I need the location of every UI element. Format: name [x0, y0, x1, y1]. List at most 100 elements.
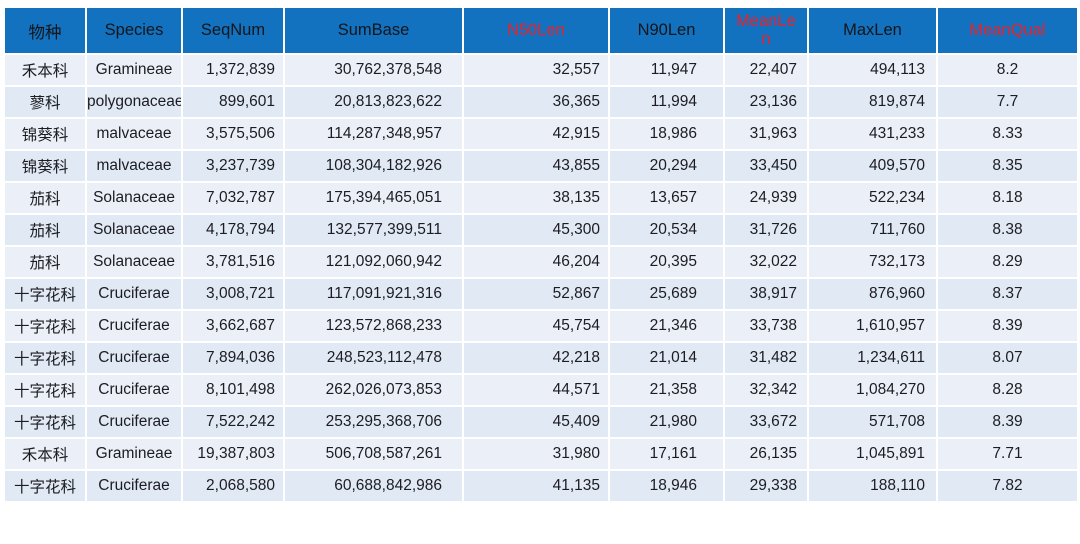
cell-maxlen: 732,173 [807, 245, 938, 279]
table-row: 十字花科 Cruciferae 7,894,036 248,523,112,478 42… [3, 341, 1079, 375]
cell-n90len: 18,946 [608, 469, 725, 503]
cell-seqnum: 4,178,794 [181, 213, 285, 247]
column-header-sumbase: SumBase [283, 6, 464, 55]
cell-seqnum: 1,372,839 [181, 53, 285, 87]
cell-meanqual: 8.39 [936, 405, 1079, 439]
cell-sumbase: 175,394,465,051 [283, 181, 464, 215]
cell-species: Cruciferae [85, 469, 183, 503]
cell-n90len: 21,358 [608, 373, 725, 407]
species-stats-table: 物种 Species SeqNum SumBase N50Len N90Len MeanLe… [3, 6, 1079, 503]
cell-seqnum: 3,575,506 [181, 117, 285, 151]
cell-n50len: 41,135 [462, 469, 610, 503]
table-row: 禾本科 Gramineae 1,372,839 30,762,378,548 32,55… [3, 53, 1079, 87]
cell-n50len: 42,915 [462, 117, 610, 151]
cell-meanqual: 7.82 [936, 469, 1079, 503]
cell-maxlen: 409,570 [807, 149, 938, 183]
cell-family_cn: 禾本科 [3, 53, 87, 87]
cell-meanlen: 24,939 [723, 181, 809, 215]
cell-n90len: 17,161 [608, 437, 725, 471]
cell-sumbase: 132,577,399,511 [283, 213, 464, 247]
cell-species: Cruciferae [85, 341, 183, 375]
table-header: 物种 Species SeqNum SumBase N50Len N90Len MeanLe… [3, 6, 1079, 55]
column-header-meanlen: MeanLen [723, 6, 809, 55]
cell-species: Solanaceae [85, 181, 183, 215]
cell-n90len: 20,294 [608, 149, 725, 183]
cell-species: malvaceae [85, 117, 183, 151]
cell-species: Cruciferae [85, 277, 183, 311]
cell-meanlen: 23,136 [723, 85, 809, 119]
table-row: 蓼科 polygonaceae 899,601 20,813,823,622 36,36… [3, 85, 1079, 119]
table-row: 锦葵科 malvaceae 3,237,739 108,304,182,926 43,8… [3, 149, 1079, 183]
cell-n50len: 46,204 [462, 245, 610, 279]
cell-sumbase: 108,304,182,926 [283, 149, 464, 183]
cell-n90len: 13,657 [608, 181, 725, 215]
cell-seqnum: 7,894,036 [181, 341, 285, 375]
cell-meanqual: 8.35 [936, 149, 1079, 183]
cell-seqnum: 8,101,498 [181, 373, 285, 407]
cell-species: Solanaceae [85, 245, 183, 279]
cell-species: Solanaceae [85, 213, 183, 247]
cell-maxlen: 876,960 [807, 277, 938, 311]
cell-meanlen: 33,738 [723, 309, 809, 343]
cell-maxlen: 1,084,270 [807, 373, 938, 407]
cell-species: Gramineae [85, 53, 183, 87]
table-row: 锦葵科 malvaceae 3,575,506 114,287,348,957 42,9… [3, 117, 1079, 151]
cell-species: malvaceae [85, 149, 183, 183]
cell-n50len: 43,855 [462, 149, 610, 183]
column-header-meanqual: MeanQual [936, 6, 1079, 55]
cell-family_cn: 茄科 [3, 213, 87, 247]
column-header-species: Species [85, 6, 183, 55]
cell-meanlen: 33,672 [723, 405, 809, 439]
cell-species: Gramineae [85, 437, 183, 471]
cell-sumbase: 506,708,587,261 [283, 437, 464, 471]
column-header-family_cn: 物种 [3, 6, 87, 55]
cell-sumbase: 114,287,348,957 [283, 117, 464, 151]
cell-family_cn: 茄科 [3, 245, 87, 279]
cell-meanqual: 8.07 [936, 341, 1079, 375]
cell-seqnum: 19,387,803 [181, 437, 285, 471]
cell-sumbase: 123,572,868,233 [283, 309, 464, 343]
cell-maxlen: 494,113 [807, 53, 938, 87]
cell-family_cn: 十字花科 [3, 405, 87, 439]
cell-seqnum: 899,601 [181, 85, 285, 119]
cell-sumbase: 60,688,842,986 [283, 469, 464, 503]
cell-seqnum: 7,032,787 [181, 181, 285, 215]
cell-meanlen: 38,917 [723, 277, 809, 311]
cell-meanqual: 7.7 [936, 85, 1079, 119]
cell-family_cn: 十字花科 [3, 277, 87, 311]
cell-seqnum: 3,008,721 [181, 277, 285, 311]
cell-n90len: 18,986 [608, 117, 725, 151]
cell-maxlen: 1,610,957 [807, 309, 938, 343]
cell-n50len: 45,754 [462, 309, 610, 343]
cell-meanqual: 8.38 [936, 213, 1079, 247]
cell-seqnum: 3,781,516 [181, 245, 285, 279]
cell-sumbase: 20,813,823,622 [283, 85, 464, 119]
cell-sumbase: 121,092,060,942 [283, 245, 464, 279]
cell-n50len: 45,409 [462, 405, 610, 439]
cell-meanlen: 33,450 [723, 149, 809, 183]
table-row: 十字花科 Cruciferae 2,068,580 60,688,842,986 41,… [3, 469, 1079, 503]
cell-species: Cruciferae [85, 309, 183, 343]
cell-n50len: 31,980 [462, 437, 610, 471]
cell-maxlen: 819,874 [807, 85, 938, 119]
cell-seqnum: 2,068,580 [181, 469, 285, 503]
cell-sumbase: 248,523,112,478 [283, 341, 464, 375]
cell-n90len: 21,014 [608, 341, 725, 375]
cell-meanqual: 7.71 [936, 437, 1079, 471]
column-header-n90len: N90Len [608, 6, 725, 55]
cell-meanqual: 8.39 [936, 309, 1079, 343]
cell-meanlen: 22,407 [723, 53, 809, 87]
cell-seqnum: 7,522,242 [181, 405, 285, 439]
cell-n50len: 38,135 [462, 181, 610, 215]
cell-n50len: 44,571 [462, 373, 610, 407]
species-stats-table-container: 物种 Species SeqNum SumBase N50Len N90Len MeanLe… [3, 6, 1079, 503]
table-row: 茄科 Solanaceae 3,781,516 121,092,060,942 46,2… [3, 245, 1079, 279]
column-header-label: MeanLen [736, 11, 796, 49]
cell-n90len: 20,534 [608, 213, 725, 247]
header-row: 物种 Species SeqNum SumBase N50Len N90Len MeanLe… [3, 6, 1079, 55]
cell-sumbase: 262,026,073,853 [283, 373, 464, 407]
cell-family_cn: 禾本科 [3, 437, 87, 471]
cell-sumbase: 253,295,368,706 [283, 405, 464, 439]
table-row: 十字花科 Cruciferae 3,662,687 123,572,868,233 45… [3, 309, 1079, 343]
cell-family_cn: 锦葵科 [3, 149, 87, 183]
